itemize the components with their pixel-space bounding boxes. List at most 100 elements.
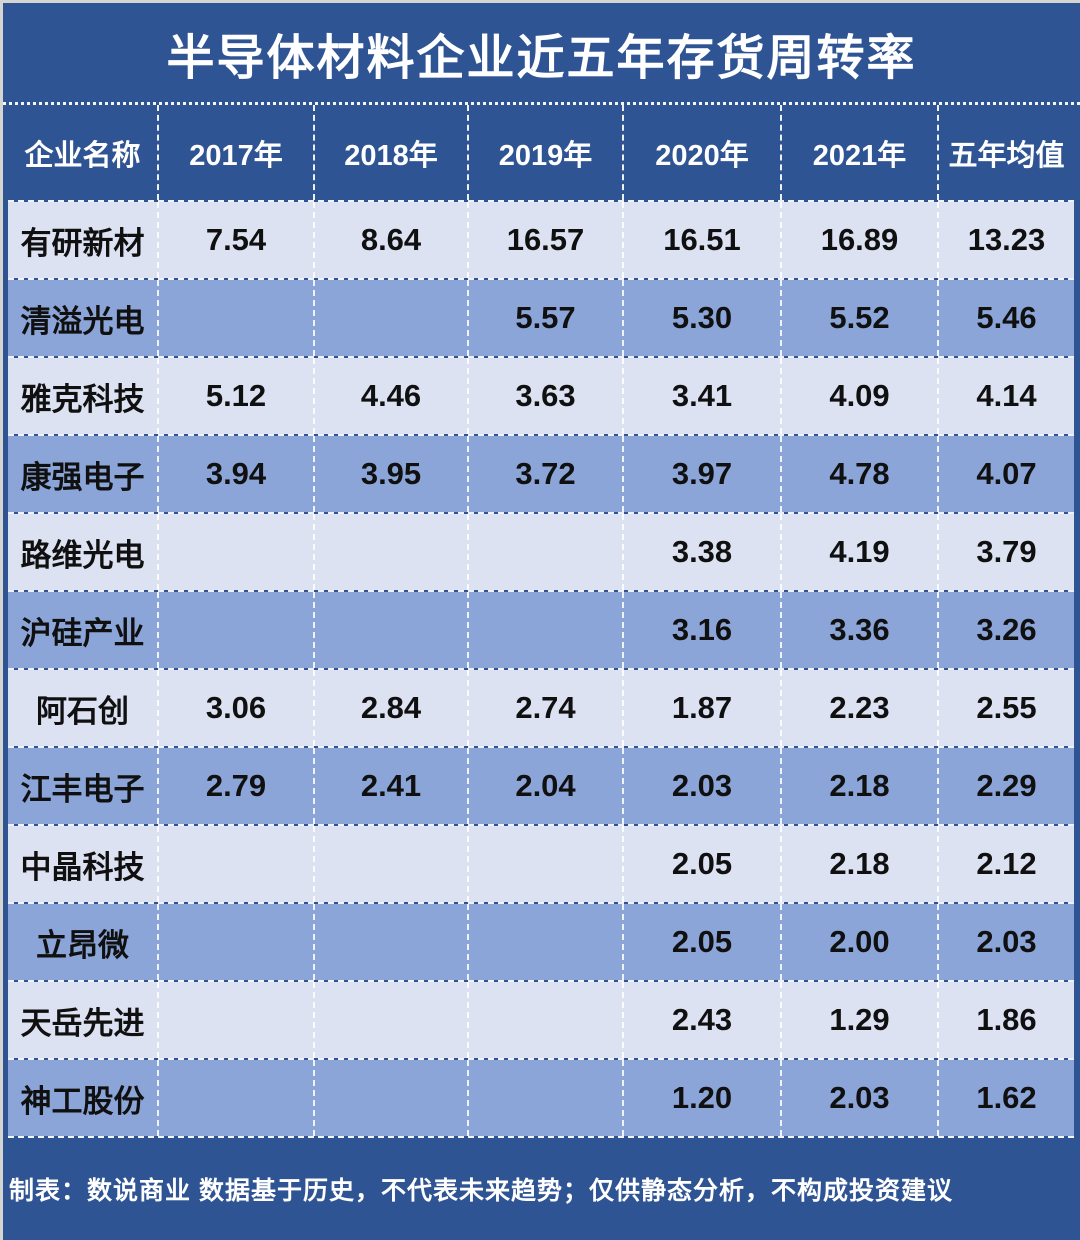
value-cell [313,982,467,1058]
value-cell [313,280,467,356]
value-cell [157,982,313,1058]
value-cell: 16.51 [622,202,780,278]
value-cell: 4.46 [313,358,467,434]
value-cell: 2.05 [622,826,780,902]
value-cell: 2.03 [622,748,780,824]
company-name: 中晶科技 [8,826,157,902]
value-cell [467,592,622,668]
table-row: 路维光电 3.38 4.19 3.79 [8,512,1074,590]
value-cell: 3.79 [937,514,1074,590]
footer-note: 制表：数说商业 数据基于历史，不代表未来趋势；仅供静态分析，不构成投资建议 [9,1177,953,1205]
table-row: 江丰电子 2.79 2.41 2.04 2.03 2.18 2.29 [8,746,1074,824]
header-2017: 2017年 [157,105,313,200]
value-cell [467,826,622,902]
value-cell: 2.29 [937,748,1074,824]
header-2020: 2020年 [622,105,780,200]
table-row: 有研新材 7.54 8.64 16.57 16.51 16.89 13.23 [8,200,1074,278]
value-cell: 2.03 [937,904,1074,980]
table-header-row: 企业名称 2017年 2018年 2019年 2020年 2021年 五年均值 [8,105,1074,200]
page-title: 半导体材料企业近五年存货周转率 [3,3,1080,105]
value-cell: 2.12 [937,826,1074,902]
value-cell: 4.09 [780,358,937,434]
value-cell [157,904,313,980]
value-cell: 3.06 [157,670,313,746]
value-cell [467,1060,622,1136]
value-cell: 1.62 [937,1060,1074,1136]
value-cell: 5.46 [937,280,1074,356]
table-row: 沪硅产业 3.16 3.36 3.26 [8,590,1074,668]
value-cell: 16.57 [467,202,622,278]
value-cell: 2.05 [622,904,780,980]
table-row: 立昂微 2.05 2.00 2.03 [8,902,1074,980]
value-cell: 3.63 [467,358,622,434]
value-cell: 2.55 [937,670,1074,746]
value-cell: 8.64 [313,202,467,278]
company-name: 沪硅产业 [8,592,157,668]
value-cell [157,280,313,356]
value-cell [467,982,622,1058]
value-cell: 3.16 [622,592,780,668]
company-name: 康强电子 [8,436,157,512]
value-cell: 1.87 [622,670,780,746]
value-cell: 3.72 [467,436,622,512]
value-cell: 4.19 [780,514,937,590]
company-name: 江丰电子 [8,748,157,824]
value-cell [313,826,467,902]
value-cell: 5.57 [467,280,622,356]
header-company: 企业名称 [24,139,141,172]
value-cell: 3.26 [937,592,1074,668]
table-row: 天岳先进 2.43 1.29 1.86 [8,980,1074,1058]
value-cell: 4.07 [937,436,1074,512]
table-row: 中晶科技 2.05 2.18 2.12 [8,824,1074,902]
value-cell [157,592,313,668]
value-cell: 13.23 [937,202,1074,278]
value-cell [313,904,467,980]
value-cell: 2.03 [780,1060,937,1136]
value-cell: 2.79 [157,748,313,824]
value-cell: 1.86 [937,982,1074,1058]
value-cell: 7.54 [157,202,313,278]
header-2018: 2018年 [313,105,467,200]
value-cell: 2.74 [467,670,622,746]
company-name: 雅克科技 [8,358,157,434]
value-cell: 5.12 [157,358,313,434]
company-name: 天岳先进 [8,982,157,1058]
table-row: 康强电子 3.94 3.95 3.72 3.97 4.78 4.07 [8,434,1074,512]
value-cell: 1.29 [780,982,937,1058]
value-cell [313,1060,467,1136]
table-row: 雅克科技 5.12 4.46 3.63 3.41 4.09 4.14 [8,356,1074,434]
company-name: 神工股份 [8,1060,157,1136]
company-name: 立昂微 [8,904,157,980]
header-2021: 2021年 [780,105,937,200]
value-cell: 16.89 [780,202,937,278]
value-cell: 4.14 [937,358,1074,434]
company-name: 清溢光电 [8,280,157,356]
company-name: 路维光电 [8,514,157,590]
value-cell: 2.04 [467,748,622,824]
value-cell: 2.43 [622,982,780,1058]
table-row: 神工股份 1.20 2.03 1.62 [8,1058,1074,1136]
value-cell: 3.94 [157,436,313,512]
value-cell: 2.18 [780,748,937,824]
value-cell: 2.18 [780,826,937,902]
value-cell: 3.38 [622,514,780,590]
header-avg: 五年均值 [937,105,1074,200]
turnover-table: 企业名称 2017年 2018年 2019年 2020年 2021年 五年均值 … [8,105,1074,1138]
value-cell: 3.97 [622,436,780,512]
value-cell: 3.41 [622,358,780,434]
value-cell: 3.95 [313,436,467,512]
table-row: 清溢光电 5.57 5.30 5.52 5.46 [8,278,1074,356]
value-cell: 2.84 [313,670,467,746]
value-cell: 5.30 [622,280,780,356]
value-cell [313,514,467,590]
company-name: 阿石创 [8,670,157,746]
value-cell [467,904,622,980]
value-cell: 5.52 [780,280,937,356]
header-2019: 2019年 [467,105,622,200]
company-name: 有研新材 [8,202,157,278]
value-cell: 4.78 [780,436,937,512]
value-cell [157,514,313,590]
value-cell [467,514,622,590]
value-cell: 1.20 [622,1060,780,1136]
